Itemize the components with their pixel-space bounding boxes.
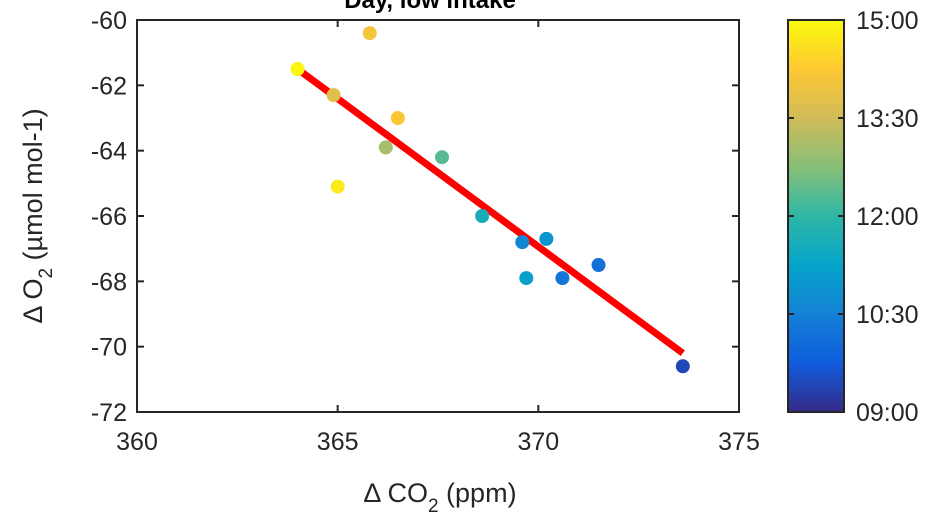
y-tick-label: -66 [91, 203, 127, 231]
data-points [290, 26, 690, 374]
data-point [435, 150, 450, 165]
data-point [326, 88, 341, 103]
colorbar-ticks: 15:00 13:30 12:00 10:30 09:00 [788, 7, 919, 427]
data-point [378, 140, 393, 155]
data-point [591, 258, 606, 272]
colorbar-tick-label: 09:00 [856, 399, 919, 427]
data-point [515, 235, 530, 250]
x-axis: 360 365 370 375 [116, 20, 760, 456]
colorbar-tick-label: 15:00 [856, 7, 919, 35]
data-point [519, 271, 534, 286]
colorbar-tick-label: 12:00 [856, 203, 919, 231]
data-point [330, 179, 345, 194]
fit-line [295, 66, 685, 357]
x-tick-label: 375 [718, 428, 760, 456]
colorbar [787, 19, 845, 413]
data-point [475, 209, 490, 223]
y-tick-label: -60 [91, 7, 127, 35]
y-tick-label: -70 [91, 334, 127, 362]
plot-area [136, 19, 740, 413]
x-axis-label: Δ CO2 (ppm) [363, 478, 516, 517]
data-point [362, 26, 377, 41]
colorbar-tick-label: 13:30 [856, 105, 919, 133]
data-point [555, 271, 570, 286]
colorbar-tick-label: 10:30 [856, 301, 919, 329]
y-tick-label: -68 [91, 268, 127, 296]
y-axis-label: Δ O2 (µmol mol-1) [18, 108, 57, 323]
data-point [290, 62, 305, 76]
data-point [539, 231, 554, 246]
data-point [390, 111, 405, 125]
x-tick-label: 365 [317, 428, 359, 456]
y-axis: -60 -62 -64 -66 -68 -70 -72 [91, 7, 739, 427]
x-tick-label: 370 [517, 428, 559, 456]
data-point [675, 359, 690, 374]
y-tick-label: -72 [91, 399, 127, 427]
y-tick-label: -64 [91, 138, 127, 166]
y-tick-label: -62 [91, 72, 127, 100]
chart-title: Day, low intake [344, 0, 516, 14]
x-tick-label: 360 [116, 428, 158, 456]
